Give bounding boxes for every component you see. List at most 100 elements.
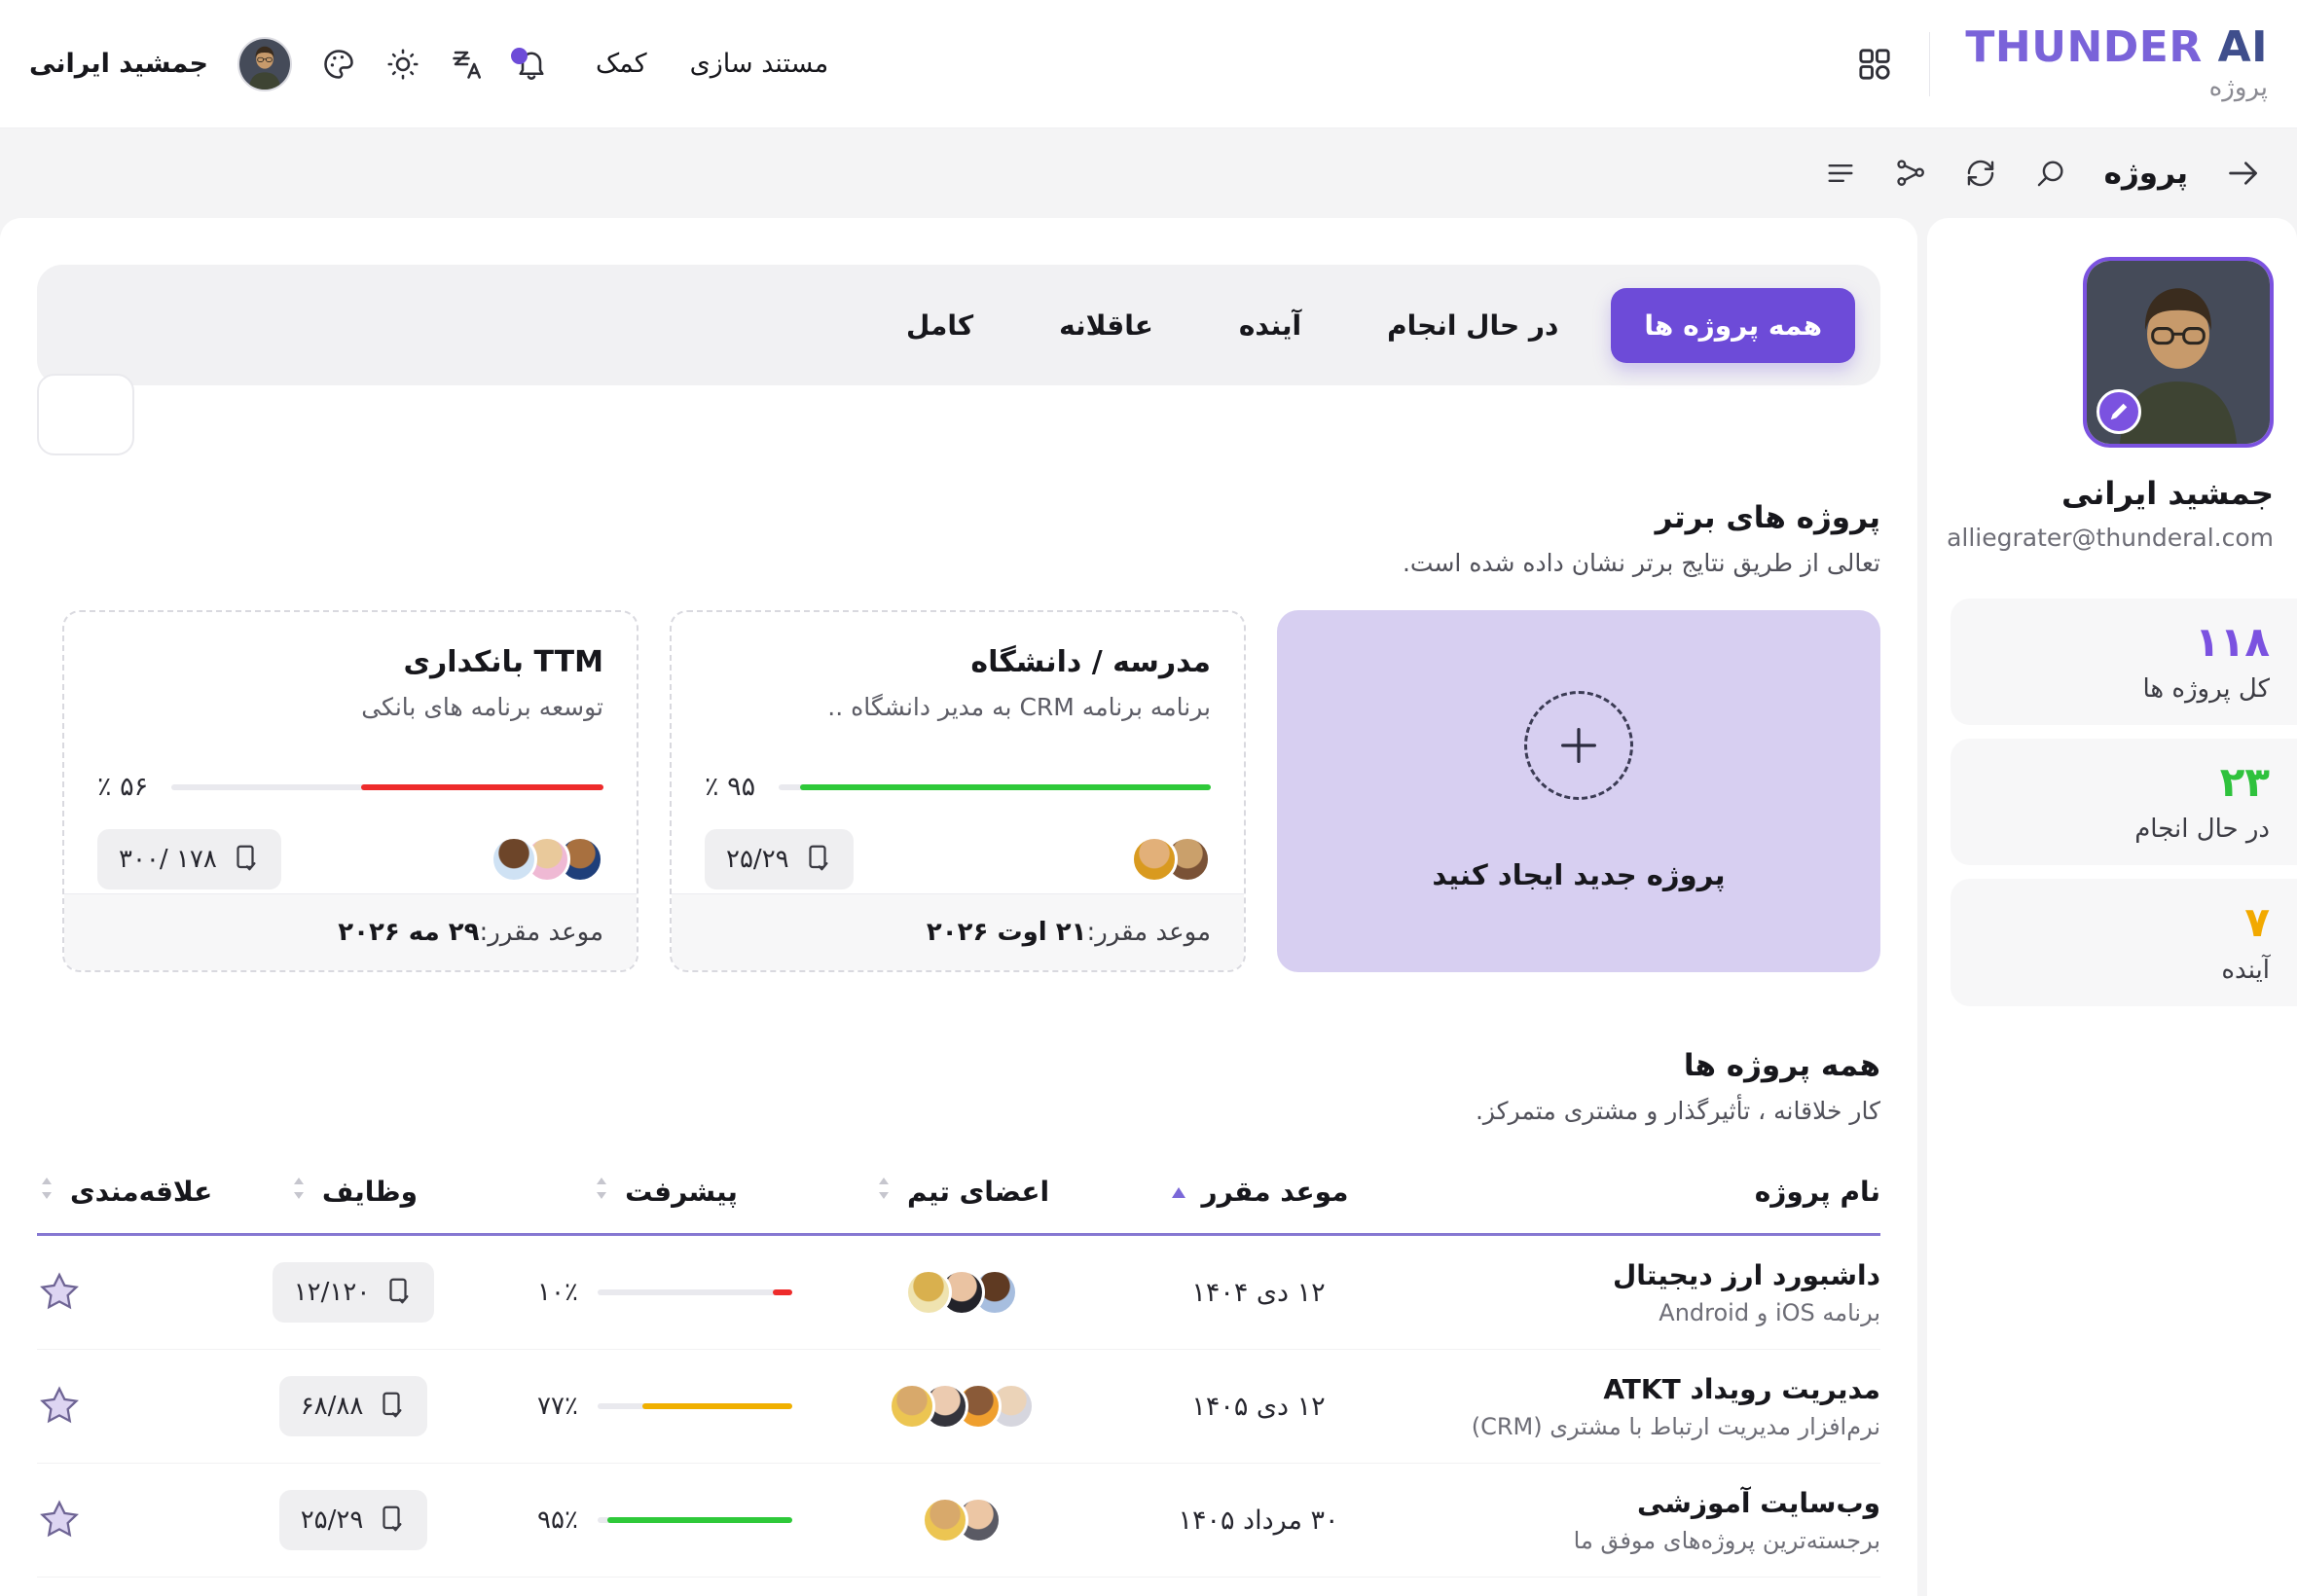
translate-icon[interactable] [450, 47, 485, 82]
project-card-1[interactable]: TTM بانکداری توسعه برنامه های بانکی ٪ ۵۶ ۳۰… [62, 610, 638, 972]
user-name: جمشید ایرانی [29, 49, 208, 79]
sort-icon [874, 1174, 893, 1210]
filter-tab-1[interactable]: در حال انجام [1387, 308, 1559, 342]
progress-percent: ٪ ۹۵ [705, 772, 756, 802]
create-project-label: پروژه جدید ایجاد کنید [1432, 858, 1726, 891]
all-projects-title: همه پروژه ها [1683, 1048, 1880, 1083]
stat-card-0[interactable]: ۱۱۸ کل پروژه ها [1951, 598, 2297, 726]
due-date: ۱۲ دی ۱۴۰۴ [1191, 1277, 1326, 1308]
refresh-icon[interactable] [1964, 157, 1997, 190]
due-date: ۳۰ مرداد ۱۴۰۵ [1178, 1505, 1339, 1536]
main-panel: همه پروژه ها در حال انجام آینده عاقلانه کامل… [0, 218, 1917, 1596]
share-icon[interactable] [1894, 157, 1927, 190]
cell-favorite [37, 1270, 202, 1315]
cell-project-name: مدیریت رویداد ATKT نرم‌افزار مدیریت ارتبا… [1419, 1373, 1880, 1440]
progress-wrap: ۹۵٪ [537, 1505, 792, 1535]
star-icon[interactable] [37, 1498, 82, 1542]
table-row-2[interactable]: وب‌سایت آموزشی برجسته‌ترین پروژه‌های موفق… [37, 1464, 1880, 1578]
nav-help[interactable]: کمک [595, 49, 647, 79]
project-description: نرم‌افزار مدیریت ارتباط با مشتری (CRM) [1471, 1412, 1880, 1440]
project-card-0[interactable]: مدرسه / دانشگاه برنامه برنامه CRM به مدیر… [670, 610, 1246, 972]
stat-label: آینده [2221, 955, 2270, 985]
cell-progress: ۹۵٪ [504, 1505, 825, 1535]
table-row-0[interactable]: داشبورد ارز دیجیتال برنامه iOS و Android ۱… [37, 1236, 1880, 1350]
search-icon[interactable] [2034, 157, 2067, 190]
column-header-5[interactable]: علاقه‌مندی [37, 1174, 212, 1210]
cell-favorite [37, 1498, 202, 1542]
apps-grid-icon[interactable] [1855, 45, 1894, 84]
cell-due-date: ۱۲ دی ۱۴۰۵ [1098, 1392, 1419, 1422]
task-check-icon [377, 1504, 406, 1537]
top-projects-cards: پروژه جدید ایجاد کنید مدرسه / دانشگاه برن… [37, 610, 1880, 972]
column-header-4[interactable]: وظایف [202, 1174, 504, 1210]
palette-icon[interactable] [321, 47, 356, 82]
brand-ai: AI [2217, 21, 2268, 72]
filter-tab-2[interactable]: آینده [1238, 308, 1302, 342]
user-avatar[interactable] [237, 36, 292, 91]
tasks-badge: ۶۸/۸۸ [278, 1376, 428, 1436]
brand-logo: THUNDER AI پروژه [1965, 25, 2268, 102]
project-card-title: TTM بانکداری [403, 645, 603, 679]
column-header-0[interactable]: نام پروژه [1419, 1176, 1880, 1208]
edit-pencil-icon[interactable] [2096, 389, 2141, 434]
stat-card-1[interactable]: ۲۳ در حال انجام [1951, 739, 2297, 866]
project-card-meta: ۲۵/۲۹ [705, 829, 1211, 889]
progress-fill [800, 783, 1211, 790]
header-nav: کمک مستند سازی [596, 49, 828, 79]
progress-bar [779, 783, 1211, 790]
progress-bar [597, 1403, 792, 1409]
table-body: داشبورد ارز دیجیتال برنامه iOS و Android ۱… [37, 1236, 1880, 1596]
star-icon[interactable] [37, 1384, 82, 1429]
member-avatar [922, 1497, 968, 1543]
tasks-badge: ۳۰۰/ ۱۷۸ [97, 829, 281, 889]
column-header-1[interactable]: موعد مقرر [1098, 1176, 1419, 1208]
cell-project-name: داشبورد ارز دیجیتال برنامه iOS و Android [1419, 1259, 1880, 1326]
arrow-right-icon[interactable] [2225, 155, 2262, 192]
brightness-icon[interactable] [385, 47, 420, 82]
create-project-card[interactable]: پروژه جدید ایجاد کنید [1277, 610, 1880, 972]
progress-fill [606, 1517, 792, 1523]
cell-due-date: ۳۰ مرداد ۱۴۰۵ [1098, 1505, 1419, 1536]
filter-tab-3[interactable]: عاقلانه [1059, 308, 1153, 342]
stat-label: در حال انجام [2134, 815, 2270, 845]
sort-asc-icon [1169, 1176, 1188, 1208]
header-right-cluster: THUNDER AI پروژه [1855, 25, 2268, 102]
filter-tab-0[interactable]: همه پروژه ها [1611, 287, 1855, 363]
nav-docs[interactable]: مستند سازی [689, 49, 829, 79]
column-label: موعد مقرر [1201, 1176, 1349, 1208]
tasks-count: ۱۲/۱۲۰ [293, 1278, 371, 1307]
header-divider [1929, 31, 1931, 96]
progress-wrap: ۷۷٪ [537, 1392, 792, 1421]
progress-bar [597, 1289, 792, 1295]
tasks-badge: ۱۲/۱۲۰ [272, 1262, 435, 1323]
stat-value: ۷ [2244, 898, 2270, 947]
menu-lines-icon[interactable] [1824, 157, 1857, 190]
top-projects-section: پروژه های برتر تعالی از طریق نتایج برتر … [37, 500, 1880, 577]
notifications-icon[interactable] [510, 47, 549, 82]
team-avatars [905, 1269, 1018, 1316]
progress-percent: ۷۷٪ [537, 1392, 578, 1421]
cell-tasks: ۶۸/۸۸ [202, 1376, 504, 1436]
profile-sidebar: جمشید ایرانی alliegrater@thunderal.com ۱… [1927, 218, 2297, 1596]
star-icon[interactable] [37, 1270, 82, 1315]
cell-tasks: ۱۲/۱۲۰ [202, 1262, 504, 1323]
table-row-1[interactable]: مدیریت رویداد ATKT نرم‌افزار مدیریت ارتبا… [37, 1350, 1880, 1464]
brand-subtitle: پروژه [2208, 72, 2268, 102]
cell-project-name: وب‌سایت آموزشی برجسته‌ترین پروژه‌های موفق… [1419, 1487, 1880, 1554]
column-header-3[interactable]: پیشرفت [504, 1174, 825, 1210]
member-avatar [491, 836, 537, 883]
top-header: جمشید ایرانی کمک مستند سازی [0, 0, 2297, 128]
stat-card-2[interactable]: ۷ آینده [1951, 879, 2297, 1006]
member-avatar [889, 1383, 935, 1430]
column-header-2[interactable]: اعضای تیم [825, 1174, 1098, 1210]
project-card-title: مدرسه / دانشگاه [970, 645, 1211, 679]
task-check-icon [231, 843, 260, 876]
table-row-3[interactable]: وب سایت آژانس خلاق [37, 1578, 1880, 1596]
project-card-due: موعد مقرر:۲۱ اوت ۲۰۲۶ [672, 893, 1244, 970]
column-label: وظایف [321, 1176, 419, 1208]
project-card-progress: ٪ ۵۶ [97, 772, 603, 802]
filter-tab-4[interactable]: کامل [906, 308, 974, 342]
task-check-icon [377, 1390, 406, 1423]
cell-team [825, 1383, 1098, 1430]
